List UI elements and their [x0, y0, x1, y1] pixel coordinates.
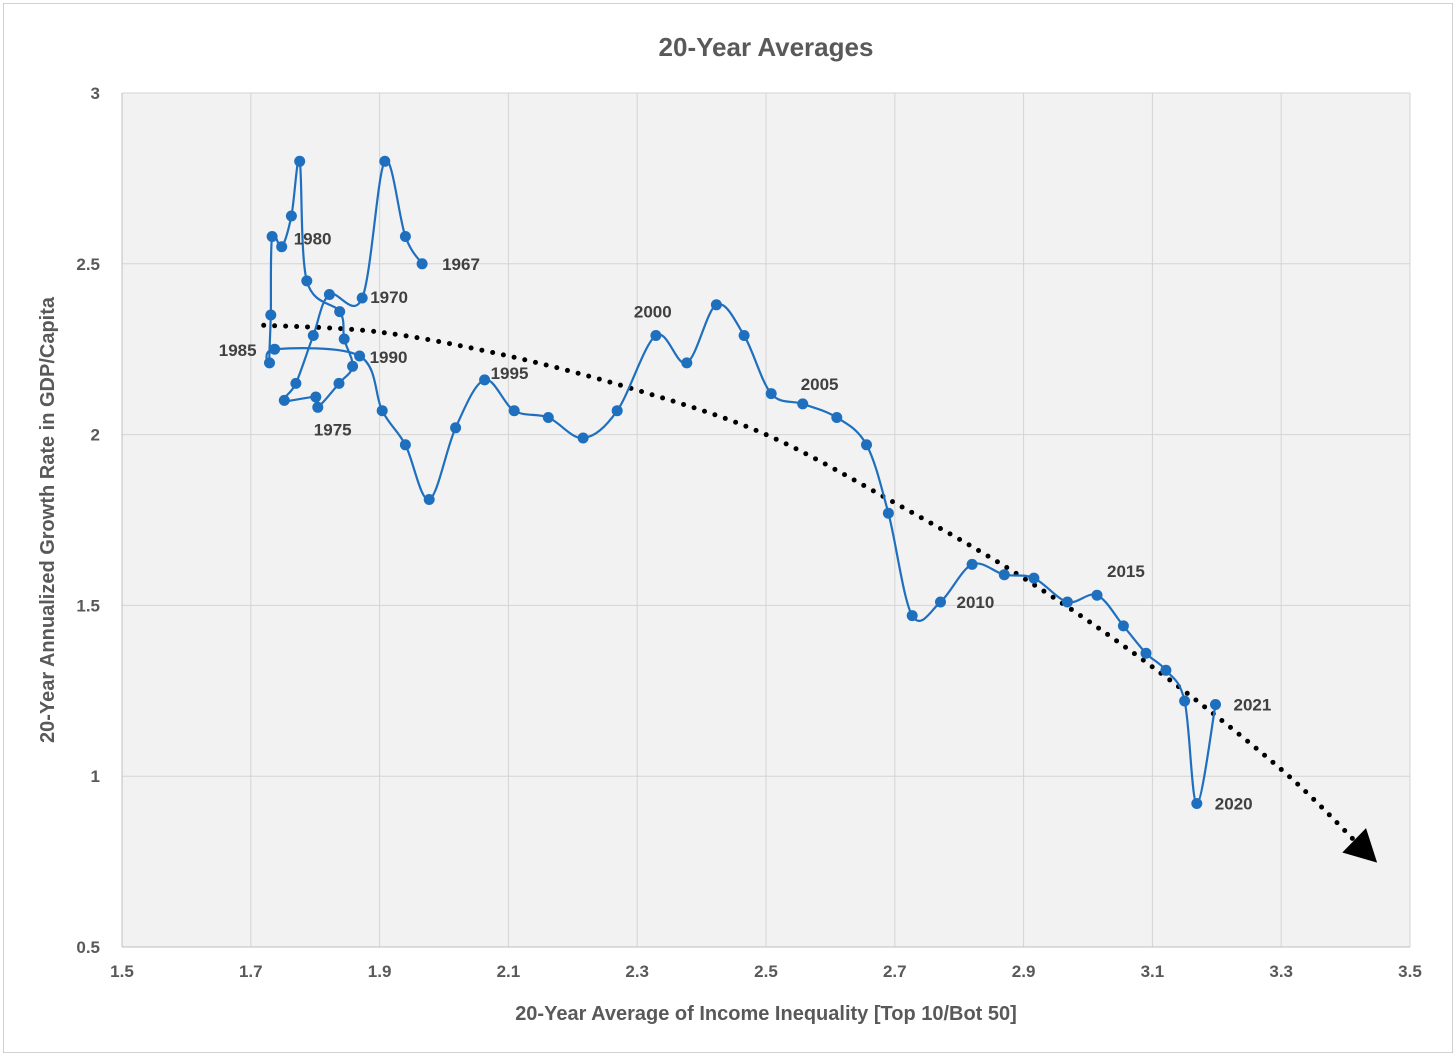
data-point — [301, 275, 313, 287]
x-tick-label: 2.9 — [1012, 962, 1036, 981]
data-point — [1160, 664, 1172, 676]
data-point — [935, 596, 946, 608]
data-point — [416, 258, 428, 270]
point-label: 1980 — [294, 230, 332, 249]
plot-area: 1.5 1.7 1.9 2.1 2.3 2.5 2.7 2.9 3.1 3.3 3.5 0.5 1 1.5… — [76, 84, 1421, 981]
data-point — [1191, 798, 1203, 809]
data-point — [376, 405, 388, 417]
point-label: 2020 — [1215, 795, 1253, 814]
data-point — [1210, 699, 1221, 710]
data-point — [1140, 647, 1152, 659]
data-point — [334, 306, 346, 318]
point-label: 2005 — [801, 375, 839, 394]
data-point — [294, 155, 306, 167]
data-point — [307, 330, 319, 341]
data-point — [710, 299, 722, 311]
x-tick-label: 3.3 — [1269, 962, 1293, 981]
data-point — [1117, 620, 1129, 632]
data-point — [290, 377, 302, 389]
x-axis-title: 20-Year Average of Income Inequality [To… — [515, 1003, 1017, 1025]
data-point — [312, 401, 324, 413]
trend-line — [261, 322, 1378, 863]
data-point — [323, 289, 335, 300]
data-point — [1061, 596, 1073, 608]
data-point — [966, 558, 978, 570]
data-point — [765, 388, 777, 400]
data-point — [1179, 695, 1191, 707]
axes — [121, 93, 1410, 948]
data-point — [354, 350, 366, 362]
y-tick-label: 2 — [91, 426, 100, 445]
data-point — [738, 330, 750, 341]
x-tick-label: 3.5 — [1398, 962, 1422, 981]
chart-title: 20-Year Averages — [659, 32, 874, 62]
point-labels: 1967 1970 1975 1980 1985 1990 1995 2000 2005 2010… — [219, 230, 1272, 814]
data-point — [276, 241, 288, 253]
y-tick-label: 2.5 — [76, 255, 100, 274]
y-tick-label: 3 — [91, 84, 100, 103]
data-point — [310, 391, 322, 403]
point-label: 2010 — [957, 593, 995, 612]
data-point — [356, 292, 368, 304]
point-label: 1995 — [491, 364, 529, 383]
data-point — [278, 394, 290, 406]
data-point — [882, 507, 894, 519]
point-label: 2015 — [1107, 562, 1145, 581]
x-tick-label: 1.9 — [368, 962, 392, 981]
x-tick-label: 1.5 — [110, 962, 134, 981]
chart-frame: 1.5 1.7 1.9 2.1 2.3 2.5 2.7 2.9 3.1 3.3 3.5 0.5 1 1.5… — [3, 3, 1453, 1053]
data-point — [269, 343, 281, 355]
point-label: 1975 — [314, 420, 352, 439]
data-point — [423, 494, 435, 505]
y-tick-label: 0.5 — [76, 938, 100, 957]
data-point — [508, 405, 520, 417]
data-point — [681, 357, 693, 369]
x-tick-label: 3.1 — [1141, 962, 1165, 981]
x-tick-label: 2.5 — [754, 962, 778, 981]
x-tick-label: 2.7 — [883, 962, 907, 981]
data-point — [831, 412, 843, 423]
data-point — [479, 374, 491, 386]
point-label: 1967 — [442, 255, 480, 274]
data-point — [797, 398, 809, 410]
point-label: 2000 — [634, 303, 672, 322]
data-point — [347, 360, 359, 372]
trend-arrowhead — [1342, 828, 1378, 863]
data-point — [861, 439, 872, 451]
data-point — [1091, 589, 1103, 601]
trend-dotted-line — [261, 322, 1361, 847]
data-point — [264, 357, 275, 369]
y-tick-label: 1 — [91, 767, 100, 786]
data-point — [399, 439, 411, 451]
tick-labels: 1.5 1.7 1.9 2.1 2.3 2.5 2.7 2.9 3.1 3.3 3.5 0.5 1 1.5… — [76, 84, 1421, 981]
chart-canvas: 1.5 1.7 1.9 2.1 2.3 2.5 2.7 2.9 3.1 3.3 3.5 0.5 1 1.5… — [37, 32, 1422, 1025]
data-point — [1028, 572, 1040, 584]
data-points — [264, 155, 1221, 809]
point-label: 1990 — [370, 348, 408, 367]
data-point — [577, 432, 589, 444]
x-tick-label: 2.1 — [497, 962, 521, 981]
x-tick-label: 2.3 — [625, 962, 649, 981]
point-label: 1985 — [219, 341, 257, 360]
point-label: 1970 — [370, 288, 408, 307]
y-axis-title: 20-Year Annualized Growth Rate in GDP/Ca… — [37, 296, 59, 743]
data-point — [542, 412, 554, 423]
data-point — [611, 405, 623, 417]
point-label: 2021 — [1234, 696, 1272, 715]
data-point — [650, 330, 662, 341]
data-point — [333, 377, 345, 389]
data-point — [399, 231, 411, 242]
data-point — [285, 210, 297, 222]
data-point — [379, 155, 391, 167]
data-point — [338, 333, 350, 345]
data-point — [906, 610, 918, 622]
data-point — [450, 422, 462, 434]
data-point — [265, 309, 277, 321]
y-tick-label: 1.5 — [76, 596, 100, 615]
x-tick-label: 1.7 — [239, 962, 263, 981]
data-point — [998, 569, 1010, 581]
data-point — [266, 231, 278, 242]
